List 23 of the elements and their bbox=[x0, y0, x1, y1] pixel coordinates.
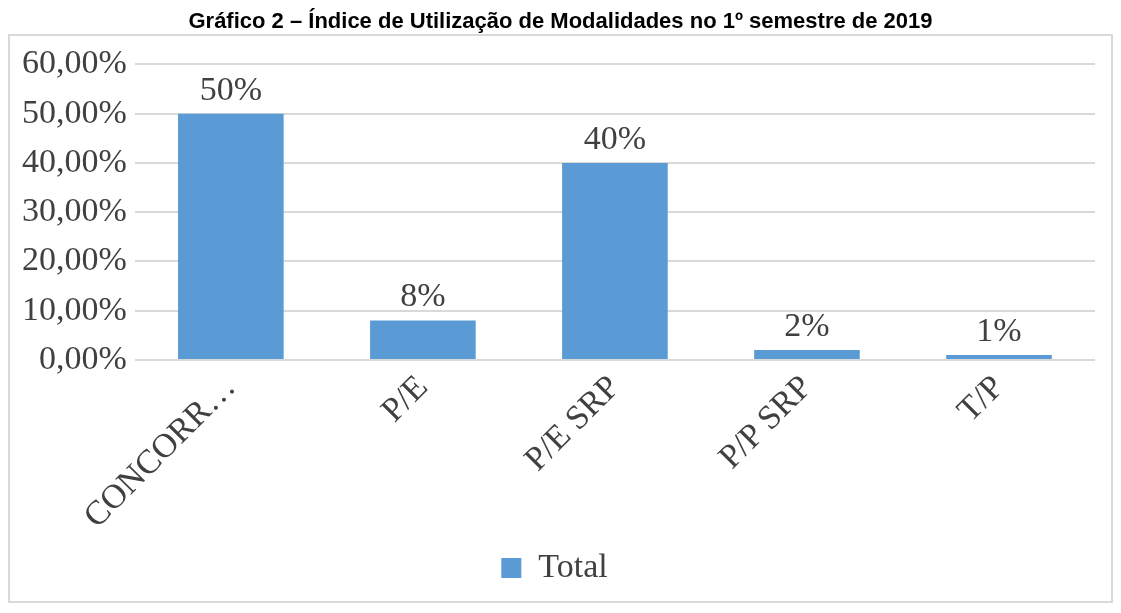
data-label: 50% bbox=[199, 69, 262, 107]
x-tick-label: T/P bbox=[949, 367, 1011, 429]
bar bbox=[946, 354, 1052, 359]
y-tick-label: 30,00% bbox=[21, 191, 127, 229]
y-tick-label: 50,00% bbox=[21, 92, 127, 130]
data-label: 1% bbox=[976, 310, 1022, 348]
y-tick-label: 40,00% bbox=[21, 141, 127, 179]
data-label: 8% bbox=[400, 276, 446, 314]
legend-label: Total bbox=[538, 546, 608, 584]
bar bbox=[178, 113, 284, 359]
x-tick-label: P/E bbox=[373, 367, 435, 429]
chart-title: Gráfico 2 – Índice de Utilização de Modalidades no 1º semestre de 2019 bbox=[187, 8, 934, 34]
data-label: 40% bbox=[583, 118, 647, 156]
x-tick-label: P/E SRP bbox=[516, 367, 627, 478]
bar bbox=[754, 350, 860, 359]
y-tick-label: 10,00% bbox=[21, 289, 127, 327]
y-tick-label: 20,00% bbox=[21, 240, 127, 278]
y-tick-label: 0,00% bbox=[38, 338, 127, 376]
data-label: 2% bbox=[784, 305, 830, 343]
x-tick-label: P/P SRP bbox=[710, 367, 819, 475]
bar bbox=[370, 320, 476, 359]
y-tick-label: 60,00% bbox=[21, 43, 127, 81]
bar bbox=[562, 162, 668, 359]
